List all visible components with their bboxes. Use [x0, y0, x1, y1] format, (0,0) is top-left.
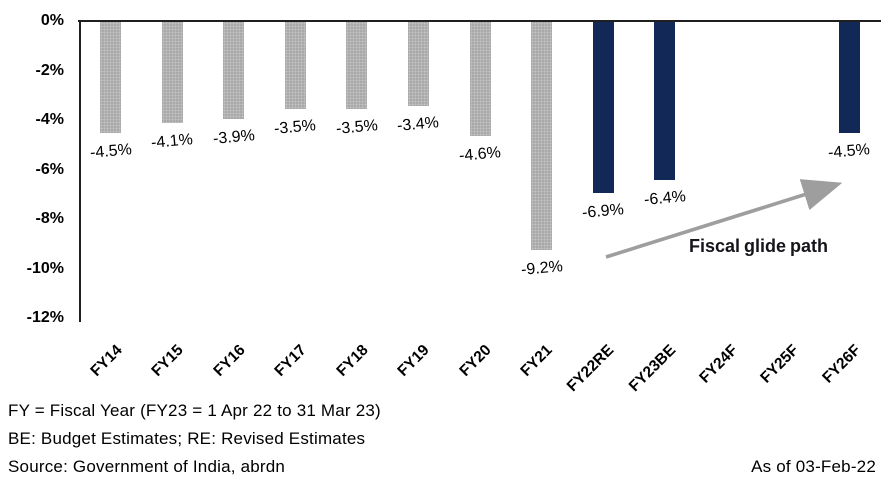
- x-axis-label-fy18: FY18: [333, 341, 372, 380]
- x-axis-label-fy17: FY17: [271, 341, 311, 380]
- data-label-fy15: -4.1%: [150, 131, 194, 153]
- data-label-fy22re: -6.9%: [581, 200, 625, 222]
- x-axis-label-fy23be: FY23BE: [625, 341, 680, 396]
- x-axis-label-fy20: FY20: [456, 341, 495, 380]
- bar-fy23be: [654, 22, 676, 181]
- footnote-fiscal-year-definition: FY = Fiscal Year (FY23 = 1 Apr 22 to 31 …: [8, 401, 381, 420]
- zero-baseline: [78, 19, 881, 22]
- data-label-fy16: -3.9%: [212, 126, 256, 148]
- bar-fy26f: [838, 22, 860, 134]
- bar-fy15: [161, 22, 183, 124]
- bar-fy19: [407, 22, 429, 107]
- y-axis-tick-label: -10%: [26, 259, 64, 277]
- y-axis-tick-label: -12%: [26, 309, 64, 326]
- x-axis-label-fy26f: FY26F: [818, 341, 864, 387]
- data-label-fy23be: -6.4%: [642, 188, 687, 210]
- fiscal-glide-path-label: Fiscal glide path: [689, 236, 829, 256]
- x-axis-label-fy19: FY19: [394, 341, 434, 380]
- x-axis-label-fy16: FY16: [210, 341, 249, 380]
- x-axis-label-fy24f: FY24F: [695, 341, 741, 387]
- bar-fy16: [223, 22, 245, 119]
- data-label-fy19: -3.4%: [396, 114, 440, 135]
- data-label-fy21: -9.2%: [519, 257, 564, 279]
- x-axis-label-fy22re: FY22RE: [564, 341, 618, 396]
- bar-fy21: [531, 22, 553, 250]
- footnote-estimates-definition: BE: Budget Estimates; RE: Revised Estima…: [8, 429, 366, 448]
- data-label-fy17: -3.5%: [273, 116, 317, 138]
- bar-fy17: [284, 22, 306, 109]
- bar-fy14: [100, 22, 122, 134]
- x-axis-label-fy15: FY15: [148, 341, 187, 380]
- data-label-fy26f: -4.5%: [827, 141, 871, 163]
- fiscal-glide-path-arrow-icon: [605, 179, 843, 259]
- bar-fy22re: [592, 22, 614, 193]
- y-axis-tick-label: 0%: [40, 12, 64, 29]
- bar-fy20: [469, 22, 491, 136]
- data-label-fy20: -4.6%: [458, 144, 502, 165]
- y-axis-tick-label: -6%: [35, 160, 64, 178]
- x-axis-label-fy14: FY14: [87, 341, 126, 380]
- source-note: Source: Government of India, abrdn: [8, 457, 286, 476]
- y-axis-tick-label: -8%: [35, 210, 64, 227]
- y-axis-tick-label: -2%: [35, 61, 64, 79]
- as-of-date: As of 03-Feb-22: [751, 457, 876, 476]
- data-label-fy18: -3.5%: [335, 116, 379, 138]
- y-axis-line: [78, 19, 82, 322]
- chart-area: Fiscal glide path 0% -2% -4% -6% -8% -10% -12%…: [26, 12, 881, 396]
- data-label-fy14: -4.5%: [89, 141, 133, 163]
- y-axis-tick-label: -4%: [35, 111, 64, 128]
- x-axis-label-fy21: FY21: [517, 341, 557, 380]
- bar-fy18: [346, 22, 368, 109]
- x-axis-label-fy25f: FY25F: [757, 341, 803, 387]
